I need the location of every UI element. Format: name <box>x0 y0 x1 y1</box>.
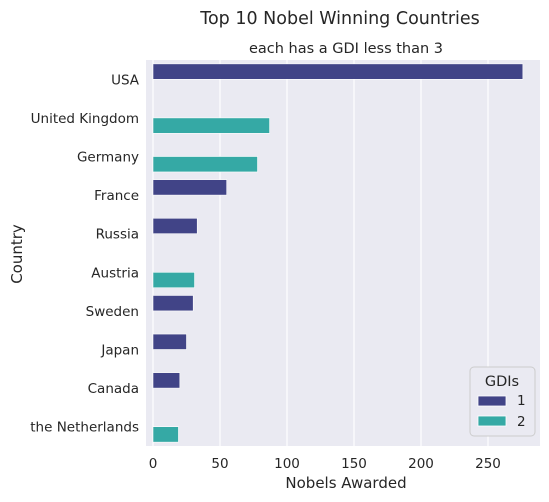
x-tick-label: 100 <box>274 456 300 472</box>
y-tick-label: United Kingdom <box>31 111 139 127</box>
x-tick-label: 250 <box>475 456 501 472</box>
x-tick-labels: 0 50 100 150 200 250 <box>149 456 501 472</box>
legend-swatch-1 <box>477 395 507 407</box>
legend-label-1: 1 <box>517 393 526 409</box>
y-tick-label: Canada <box>88 381 139 397</box>
bar-france <box>152 179 227 196</box>
chart-title: Top 10 Nobel Winning Countries <box>199 9 480 29</box>
x-axis-label: Nobels Awarded <box>285 474 406 492</box>
x-tick-label: 150 <box>341 456 367 472</box>
bar-united-kingdom <box>152 117 270 134</box>
y-tick-label: Germany <box>77 150 139 166</box>
y-tick-label: Japan <box>100 343 139 359</box>
y-tick-label: the Netherlands <box>30 420 139 436</box>
y-tick-label: USA <box>111 72 140 88</box>
bar-austria <box>152 271 195 289</box>
bar-canada <box>152 372 181 389</box>
bar-germany <box>152 156 258 173</box>
legend-swatch-2 <box>477 415 507 427</box>
bars <box>152 63 524 443</box>
x-tick-label: 0 <box>149 456 158 472</box>
bar-russia <box>152 217 198 234</box>
y-tick-label: Russia <box>96 227 139 243</box>
chart-subtitle: each has a GDI less than 3 <box>249 41 443 57</box>
y-tick-label: France <box>94 188 139 204</box>
bar-sweden <box>152 295 194 312</box>
y-tick-label: Austria <box>91 265 139 281</box>
x-tick-label: 200 <box>408 456 434 472</box>
y-tick-labels: USA United Kingdom Germany France Russia Aust… <box>30 72 140 435</box>
legend: GDIs 1 2 <box>469 366 536 437</box>
legend-label-2: 2 <box>517 414 526 430</box>
y-axis-label: Country <box>8 224 26 284</box>
x-tick-label: 50 <box>211 456 228 472</box>
bar-usa <box>152 63 524 80</box>
y-tick-label: Sweden <box>86 304 139 320</box>
bar-japan <box>152 333 187 350</box>
bar-the-netherlands <box>152 426 179 443</box>
legend-title: GDIs <box>485 374 519 390</box>
